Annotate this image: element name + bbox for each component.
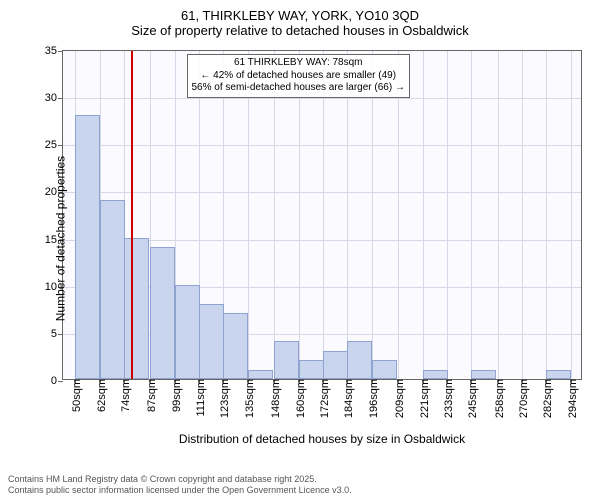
x-tick-label: 62sqm xyxy=(92,379,108,412)
grid-line-h xyxy=(63,145,581,146)
x-tick-label: 148sqm xyxy=(266,379,282,418)
y-tick-label: 35 xyxy=(45,45,63,57)
reference-line xyxy=(131,51,133,379)
grid-line-v xyxy=(471,51,472,379)
x-tick-label: 221sqm xyxy=(415,379,431,418)
histogram-bar xyxy=(100,200,125,379)
grid-line-v xyxy=(522,51,523,379)
chart-title-block: 61, THIRKLEBY WAY, YORK, YO10 3QD Size o… xyxy=(0,0,600,38)
grid-line-v xyxy=(347,51,348,379)
y-tick-label: 5 xyxy=(51,328,63,340)
grid-line-v xyxy=(423,51,424,379)
histogram-bar xyxy=(546,370,571,379)
grid-line-h xyxy=(63,98,581,99)
title-address: 61, THIRKLEBY WAY, YORK, YO10 3QD xyxy=(0,8,600,23)
x-tick-label: 270sqm xyxy=(514,379,530,418)
footer-line-1: Contains HM Land Registry data © Crown c… xyxy=(8,474,352,485)
grid-line-v xyxy=(274,51,275,379)
x-tick-label: 111sqm xyxy=(191,379,207,417)
x-tick-label: 282sqm xyxy=(538,379,554,418)
x-tick-label: 209sqm xyxy=(390,379,406,418)
grid-line-v xyxy=(299,51,300,379)
histogram-bar xyxy=(347,341,372,379)
x-tick-label: 294sqm xyxy=(563,379,579,418)
x-tick-label: 74sqm xyxy=(116,379,132,412)
histogram-bar xyxy=(75,115,100,379)
y-axis-label: Number of detached properties xyxy=(54,156,68,321)
grid-line-v xyxy=(323,51,324,379)
grid-line-v xyxy=(372,51,373,379)
histogram-bar xyxy=(199,304,224,379)
grid-line-v xyxy=(447,51,448,379)
x-tick-label: 172sqm xyxy=(315,379,331,418)
x-tick-label: 160sqm xyxy=(291,379,307,418)
x-tick-label: 99sqm xyxy=(167,379,183,412)
histogram-bar xyxy=(223,313,248,379)
x-tick-label: 87sqm xyxy=(142,379,158,412)
y-tick-label: 0 xyxy=(51,375,63,387)
grid-line-v xyxy=(498,51,499,379)
footer-line-2: Contains public sector information licen… xyxy=(8,485,352,496)
y-tick-label: 25 xyxy=(45,139,63,151)
x-tick-label: 245sqm xyxy=(463,379,479,418)
histogram-bar xyxy=(471,370,496,379)
grid-line-h xyxy=(63,192,581,193)
histogram-bar xyxy=(150,247,175,379)
annotation-line: 56% of semi-detached houses are larger (… xyxy=(192,82,405,95)
histogram-bar xyxy=(274,341,299,379)
x-axis-label: Distribution of detached houses by size … xyxy=(62,432,582,446)
annotation-line: ← 42% of detached houses are smaller (49… xyxy=(192,70,405,83)
plot-canvas: 61 THIRKLEBY WAY: 78sqm← 42% of detached… xyxy=(63,51,581,379)
histogram-bar xyxy=(323,351,348,379)
x-tick-label: 258sqm xyxy=(490,379,506,418)
x-tick-label: 233sqm xyxy=(439,379,455,418)
plot-area: 61 THIRKLEBY WAY: 78sqm← 42% of detached… xyxy=(62,50,582,380)
annotation-box: 61 THIRKLEBY WAY: 78sqm← 42% of detached… xyxy=(187,54,410,98)
grid-line-v xyxy=(546,51,547,379)
histogram-bar xyxy=(423,370,448,379)
x-tick-label: 123sqm xyxy=(215,379,231,418)
x-tick-label: 196sqm xyxy=(364,379,380,418)
histogram-bar xyxy=(175,285,200,379)
histogram-bar xyxy=(248,370,273,379)
title-subtitle: Size of property relative to detached ho… xyxy=(0,23,600,38)
x-tick-label: 135sqm xyxy=(240,379,256,418)
grid-line-v xyxy=(571,51,572,379)
footer-attribution: Contains HM Land Registry data © Crown c… xyxy=(8,474,352,497)
x-tick-label: 184sqm xyxy=(339,379,355,418)
histogram-bar xyxy=(372,360,397,379)
grid-line-v xyxy=(398,51,399,379)
histogram-bar xyxy=(124,238,149,379)
x-tick-label: 50sqm xyxy=(67,379,83,412)
histogram-bar xyxy=(299,360,324,379)
y-tick-label: 30 xyxy=(45,92,63,104)
annotation-line: 61 THIRKLEBY WAY: 78sqm xyxy=(192,57,405,70)
